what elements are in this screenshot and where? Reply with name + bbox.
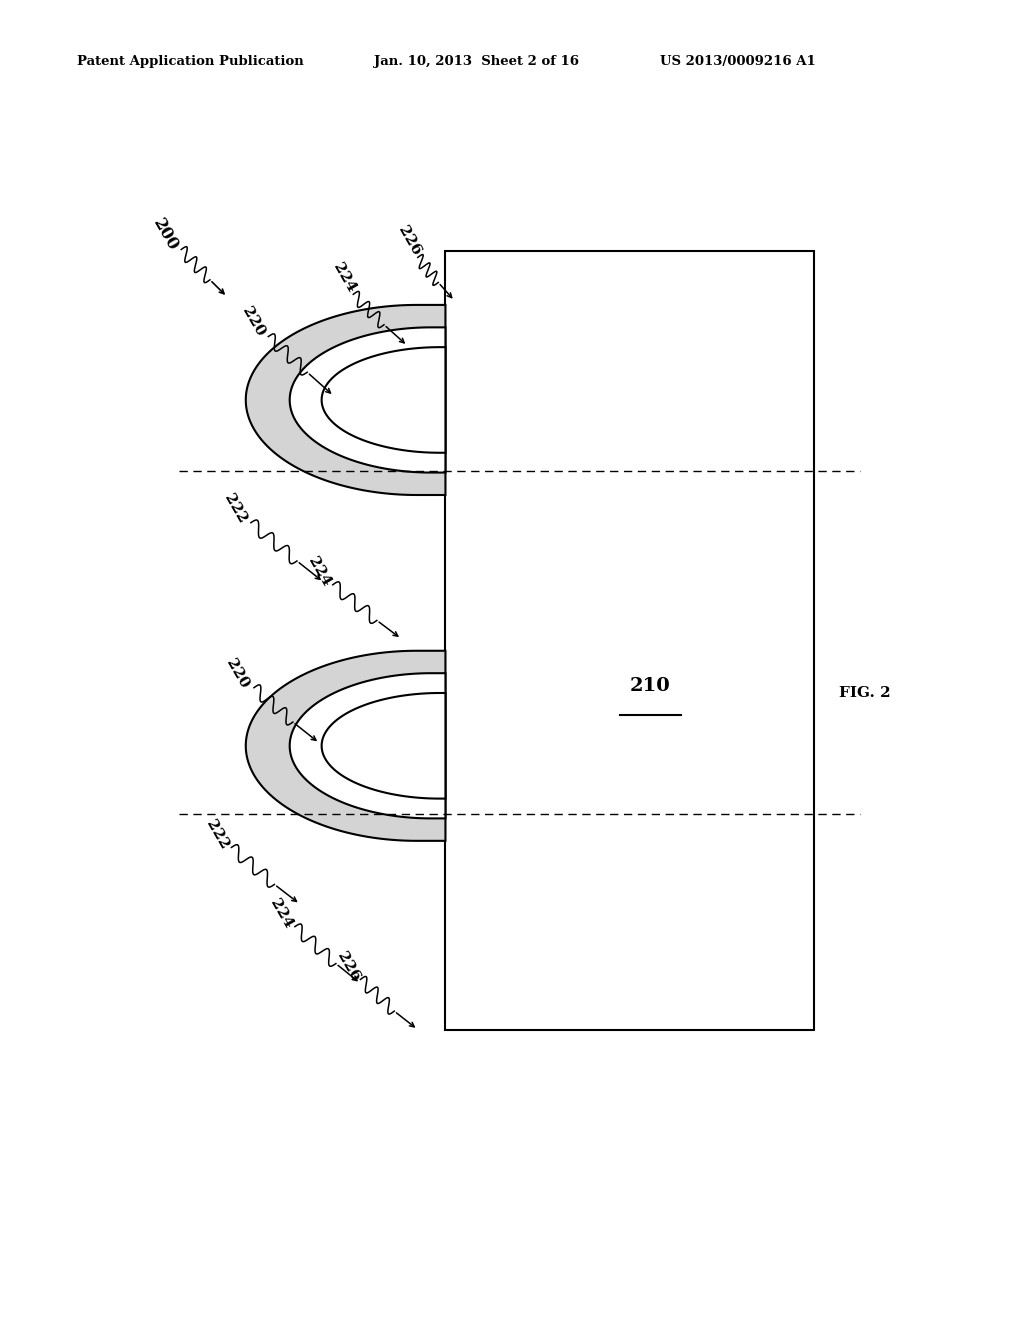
- Polygon shape: [290, 327, 445, 473]
- Text: 222: 222: [221, 491, 250, 525]
- Text: 200: 200: [150, 215, 182, 255]
- Text: 210: 210: [630, 677, 671, 696]
- Text: US 2013/0009216 A1: US 2013/0009216 A1: [660, 55, 816, 69]
- Polygon shape: [246, 651, 445, 841]
- Polygon shape: [322, 693, 445, 799]
- Bar: [445, 251, 814, 1030]
- Text: 220: 220: [239, 305, 267, 339]
- Polygon shape: [290, 673, 445, 818]
- Text: 226: 226: [395, 223, 424, 257]
- Text: FIG. 2: FIG. 2: [840, 686, 891, 700]
- Text: 226: 226: [334, 949, 362, 983]
- Polygon shape: [322, 347, 445, 453]
- Text: 224: 224: [267, 896, 296, 931]
- Polygon shape: [246, 305, 445, 495]
- Text: Patent Application Publication: Patent Application Publication: [77, 55, 303, 69]
- Text: 224: 224: [305, 554, 334, 589]
- Text: 224: 224: [330, 260, 358, 294]
- Text: Jan. 10, 2013  Sheet 2 of 16: Jan. 10, 2013 Sheet 2 of 16: [374, 55, 579, 69]
- Text: 222: 222: [203, 817, 231, 851]
- Text: 220: 220: [223, 656, 252, 690]
